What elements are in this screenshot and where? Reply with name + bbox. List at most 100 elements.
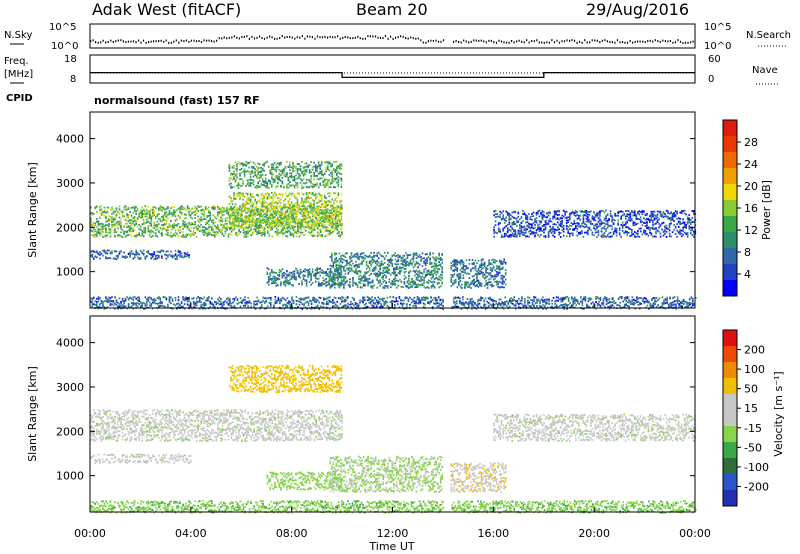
data-cell bbox=[249, 205, 252, 208]
data-cell bbox=[350, 269, 353, 272]
data-cell bbox=[325, 183, 327, 186]
data-cell bbox=[194, 223, 196, 226]
data-cell bbox=[340, 215, 343, 218]
data-cell bbox=[268, 268, 270, 271]
nsky-point bbox=[417, 37, 419, 40]
data-cell bbox=[317, 272, 320, 274]
data-cell bbox=[271, 192, 273, 194]
data-cell bbox=[164, 214, 166, 217]
data-cell bbox=[317, 284, 320, 287]
data-cell bbox=[156, 214, 159, 217]
data-cell bbox=[417, 283, 419, 286]
data-cell bbox=[254, 219, 256, 221]
data-cell bbox=[424, 261, 427, 264]
data-cell bbox=[203, 226, 205, 228]
data-cell bbox=[208, 231, 210, 234]
data-cell bbox=[349, 278, 351, 281]
data-cell bbox=[188, 207, 190, 210]
data-cell bbox=[197, 220, 199, 222]
data-cell bbox=[248, 226, 250, 229]
data-cell bbox=[91, 212, 94, 214]
data-cell bbox=[215, 217, 218, 220]
data-cell bbox=[189, 209, 192, 212]
data-cell bbox=[271, 222, 274, 225]
data-cell bbox=[153, 221, 156, 224]
nsky-point bbox=[690, 41, 692, 44]
data-cell bbox=[471, 275, 474, 278]
data-cell bbox=[340, 163, 343, 166]
data-cell bbox=[489, 284, 492, 287]
data-cell bbox=[129, 233, 131, 236]
data-cell bbox=[373, 284, 375, 287]
data-cell bbox=[320, 209, 323, 212]
data-cell bbox=[452, 283, 454, 286]
data-cell bbox=[260, 234, 263, 237]
data-cell bbox=[337, 194, 340, 197]
data-cell bbox=[317, 161, 320, 164]
data-cell bbox=[120, 226, 122, 229]
data-cell bbox=[491, 283, 493, 286]
data-cell bbox=[471, 280, 474, 283]
data-cell bbox=[311, 166, 314, 169]
data-cell bbox=[252, 175, 255, 178]
data-cell bbox=[240, 168, 243, 170]
data-cell bbox=[337, 212, 340, 214]
data-cell bbox=[235, 233, 237, 236]
data-cell bbox=[130, 222, 133, 225]
data-cell bbox=[239, 206, 241, 208]
data-cell bbox=[394, 258, 397, 261]
data-cell bbox=[126, 222, 128, 225]
data-cell bbox=[233, 221, 235, 223]
data-cell bbox=[255, 226, 258, 229]
data-cell bbox=[492, 261, 495, 263]
data-cell bbox=[311, 191, 314, 194]
data-cell bbox=[236, 213, 239, 216]
data-cell bbox=[309, 206, 311, 209]
data-cell bbox=[161, 228, 163, 231]
data-cell bbox=[243, 204, 246, 207]
data-cell bbox=[464, 281, 466, 284]
nsky-point bbox=[279, 37, 281, 40]
data-cell bbox=[106, 224, 109, 227]
data-cell bbox=[247, 207, 249, 210]
data-cell bbox=[271, 196, 273, 199]
data-cell bbox=[304, 212, 306, 214]
data-cell bbox=[149, 231, 151, 234]
data-cell bbox=[317, 173, 320, 175]
data-cell bbox=[123, 226, 125, 228]
data-cell bbox=[430, 273, 433, 276]
data-cell bbox=[320, 197, 323, 199]
data-cell bbox=[352, 277, 354, 279]
data-cell bbox=[453, 265, 456, 267]
data-cell bbox=[298, 168, 300, 170]
data-cell bbox=[293, 178, 296, 181]
data-cell bbox=[209, 233, 212, 236]
data-cell bbox=[334, 169, 337, 171]
data-cell bbox=[284, 166, 287, 168]
data-cell bbox=[393, 281, 395, 283]
data-cell bbox=[250, 210, 252, 213]
data-cell bbox=[330, 232, 333, 234]
data-cell bbox=[212, 221, 215, 224]
data-cell bbox=[388, 272, 391, 275]
data-cell bbox=[328, 202, 331, 204]
data-cell bbox=[316, 272, 318, 275]
data-cell bbox=[489, 281, 492, 284]
data-cell bbox=[476, 273, 478, 275]
data-cell bbox=[325, 274, 327, 277]
data-cell bbox=[453, 261, 456, 263]
nsky-point bbox=[306, 35, 308, 38]
data-cell bbox=[226, 228, 228, 230]
data-cell bbox=[338, 272, 341, 274]
data-cell bbox=[474, 266, 477, 269]
data-cell bbox=[289, 164, 291, 166]
data-cell bbox=[252, 161, 255, 164]
data-cell bbox=[485, 270, 487, 272]
data-cell bbox=[242, 210, 245, 213]
data-cell bbox=[290, 218, 293, 221]
data-cell bbox=[343, 259, 345, 261]
data-cell bbox=[165, 228, 168, 230]
data-cell bbox=[352, 269, 354, 272]
data-cell bbox=[254, 200, 256, 203]
data-cell bbox=[287, 206, 290, 209]
